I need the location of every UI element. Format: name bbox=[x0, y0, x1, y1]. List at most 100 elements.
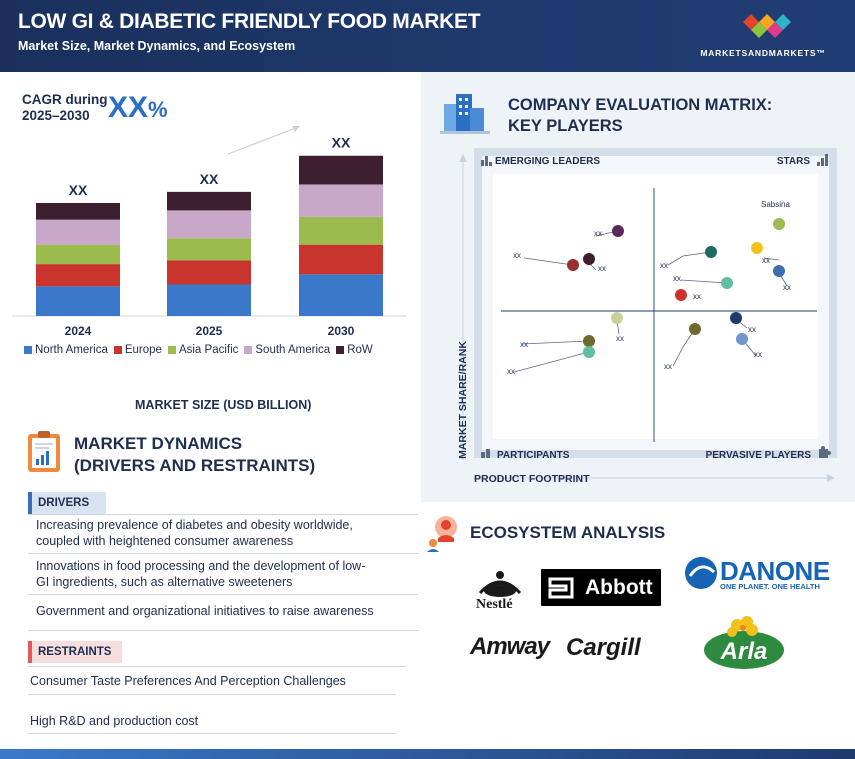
x-tick-label: 2030 bbox=[328, 324, 355, 338]
legend-swatch bbox=[244, 346, 253, 354]
driver-item-1: Increasing prevalence of diabetes and ob… bbox=[36, 517, 353, 549]
matrix-point-sabsina bbox=[773, 218, 785, 230]
legend-label: RoW bbox=[347, 344, 373, 356]
driver-item-2: Innovations in food processing and the d… bbox=[36, 558, 365, 590]
y-axis-title: MARKET SHARE/RANK bbox=[457, 341, 469, 459]
cagr-number: XX bbox=[108, 91, 149, 124]
header-banner: LOW GI & DIABETIC FRIENDLY FOOD MARKET M… bbox=[0, 0, 855, 72]
brand-name: MARKETSANDMARKETS™ bbox=[700, 48, 826, 58]
legend-swatch bbox=[24, 346, 32, 354]
amway-logo: Amway bbox=[470, 633, 550, 660]
matrix-point-label: xx bbox=[598, 264, 606, 273]
divider bbox=[28, 694, 396, 695]
cagr-unit: % bbox=[148, 97, 168, 122]
market-dynamics-title-line1: MARKET DYNAMICS bbox=[74, 434, 243, 453]
matrix-point bbox=[583, 335, 595, 347]
matrix-point-label: xx bbox=[783, 283, 791, 292]
matrix-point bbox=[583, 253, 595, 265]
puzzle-icon bbox=[819, 446, 831, 458]
ecosystem-title: ECOSYSTEM ANALYSIS bbox=[470, 523, 666, 542]
bar-segment-south-america-2024 bbox=[36, 219, 120, 245]
divider bbox=[28, 514, 418, 515]
danone-swirl-icon bbox=[685, 557, 717, 589]
legend-item: RoW bbox=[336, 344, 373, 356]
arla-logo: Arla bbox=[703, 616, 785, 670]
bar-segment-europe-2025 bbox=[167, 260, 251, 285]
bar-segment-north-america-2024 bbox=[36, 286, 120, 316]
matrix-point-label: xx bbox=[664, 362, 672, 371]
legend-swatch bbox=[336, 346, 345, 354]
matrix-point-label: xx bbox=[660, 261, 668, 270]
growth-arrow-line bbox=[227, 127, 297, 155]
brand-diamonds-icon bbox=[743, 14, 791, 38]
matrix-point-label: xx bbox=[520, 340, 528, 349]
driver-2-line1: Innovations in food processing and the d… bbox=[36, 559, 366, 573]
bar-total-label: XX bbox=[200, 171, 219, 187]
nestle-nest-icon bbox=[478, 571, 522, 597]
matrix-point-label: xx bbox=[748, 325, 756, 334]
bar-segment-europe-2024 bbox=[36, 264, 120, 287]
legend-label: Europe bbox=[124, 344, 162, 356]
restraints-tag: RESTRAINTS bbox=[28, 641, 122, 663]
matrix-point bbox=[705, 246, 717, 258]
legend-item: Europe bbox=[113, 344, 162, 356]
page-title: LOW GI & DIABETIC FRIENDLY FOOD MARKET bbox=[18, 10, 481, 33]
matrix-title: COMPANY EVALUATION MATRIX: KEY PLAYERS bbox=[508, 95, 772, 137]
quadrant-emerging-leaders: EMERGING LEADERS bbox=[495, 156, 600, 167]
market-dynamics-title: MARKET DYNAMICS (DRIVERS AND RESTRAINTS) bbox=[74, 433, 315, 477]
legend-label: North America bbox=[35, 344, 108, 356]
matrix-point bbox=[773, 265, 785, 277]
driver-1-line2: coupled with heightened consumer awarene… bbox=[36, 534, 294, 548]
bar-segment-europe-2030 bbox=[299, 244, 383, 275]
chart-x-label: MARKET SIZE (USD BILLION) bbox=[135, 398, 312, 412]
company-evaluation-matrix: EMERGING LEADERS STARS PARTICIPANTS PERV… bbox=[457, 148, 837, 485]
driver-2-line2: GI ingredients, such as alternative swee… bbox=[36, 575, 293, 589]
bar-segment-south-america-2025 bbox=[167, 210, 251, 239]
legend-swatch bbox=[167, 346, 176, 354]
legend-item: North America bbox=[24, 344, 108, 356]
matrix-point bbox=[689, 323, 701, 335]
chart-legend: North America Europe Asia Pacific South Ame… bbox=[24, 344, 373, 356]
emerging-leaders-icon bbox=[481, 156, 492, 166]
matrix-point-label: xx bbox=[693, 292, 701, 301]
bar-segment-row-2024 bbox=[36, 202, 120, 220]
stacked-bar-chart: XX 2024 XX 2025 XX 2030 bbox=[12, 126, 406, 338]
bar-segment-north-america-2025 bbox=[167, 284, 251, 316]
cargill-logo: Cargill bbox=[566, 634, 641, 661]
y-axis-arrow-icon bbox=[459, 154, 467, 162]
x-axis-arrow-icon bbox=[827, 474, 835, 482]
matrix-point-label: xx bbox=[754, 350, 762, 359]
matrix-point bbox=[567, 259, 579, 271]
market-dynamics-title-line2: (DRIVERS AND RESTRAINTS) bbox=[74, 456, 316, 475]
arla-wordmark: Arla bbox=[720, 638, 768, 665]
matrix-point-label: xx bbox=[594, 229, 602, 238]
bar-segment-row-2030 bbox=[299, 155, 383, 185]
cagr-label-line1: CAGR during bbox=[22, 92, 108, 107]
matrix-title-line2: KEY PLAYERS bbox=[508, 117, 623, 135]
stars-bars-icon bbox=[817, 154, 828, 166]
legend-label: Asia Pacific bbox=[178, 344, 239, 356]
quadrant-stars: STARS bbox=[777, 156, 810, 167]
x-axis-title: PRODUCT FOOTPRINT bbox=[474, 473, 590, 485]
drivers-tag: DRIVERS bbox=[28, 492, 106, 514]
divider bbox=[28, 733, 396, 734]
divider bbox=[28, 630, 418, 631]
growth-arrow-icon bbox=[292, 126, 300, 132]
matrix-point-label-sabsina: Sabsina bbox=[761, 200, 790, 209]
danone-tagline: ONE PLANET. ONE HEALTH bbox=[720, 582, 820, 591]
legend-item: Asia Pacific bbox=[167, 344, 239, 356]
matrix-point-label: xx bbox=[616, 334, 624, 343]
participants-icon bbox=[481, 449, 490, 458]
matrix-point bbox=[675, 289, 687, 301]
buildings-icon bbox=[440, 90, 490, 134]
bar-segment-asia-pacific-2030 bbox=[299, 216, 383, 245]
cagr-value: XX% bbox=[108, 91, 168, 125]
x-tick-label: 2025 bbox=[196, 324, 223, 338]
matrix-point-labels: xx xx xx xx xx xx xx xx xx xx xx xx xx x… bbox=[507, 229, 791, 376]
matrix-title-line1: COMPANY EVALUATION MATRIX: bbox=[508, 96, 773, 114]
cagr-label: CAGR during 2025–2030 bbox=[22, 92, 108, 124]
nestle-wordmark: Nestlé bbox=[476, 597, 513, 612]
arla-flower-badge-icon bbox=[704, 616, 784, 669]
restraint-item-2: High R&D and production cost bbox=[30, 714, 199, 728]
nestle-logo: Nestlé bbox=[474, 563, 526, 615]
